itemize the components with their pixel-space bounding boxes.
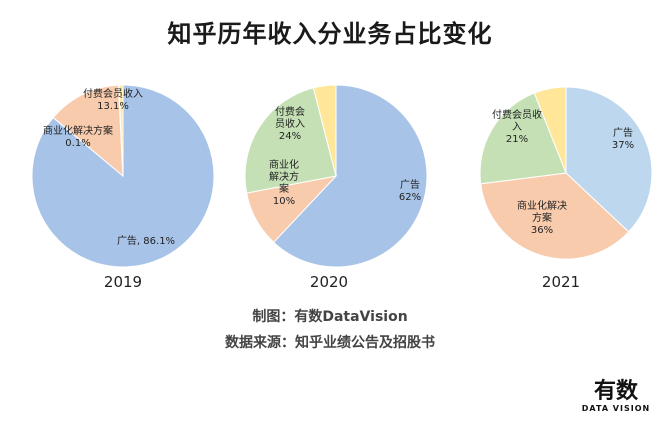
slice-label-2020-1: 商业化解决方案 10%	[269, 158, 299, 207]
slice-label-2019-0: 广告, 86.1%	[117, 234, 175, 247]
credit-text: 制图：有数DataVision	[252, 309, 408, 325]
year-label-2019: 2019	[103, 273, 143, 291]
pie-slice-2021-2	[479, 92, 567, 185]
slice-label-2021-2: 付费会员收入 21%	[492, 108, 542, 145]
slice-label-2019-1: 付费会员收入 13.1%	[83, 87, 143, 112]
year-label-2021: 2021	[541, 273, 581, 291]
slice-label-2020-0: 广告 62%	[399, 178, 421, 203]
brand-logo: 有数 DATA VISION	[580, 379, 652, 414]
pie-slice-2020-3	[312, 84, 337, 177]
pie-2020: 广告 62% 商业化解决方案 10% 付费会员收入 24%	[244, 84, 428, 268]
pie-slice-2021-0	[565, 86, 653, 233]
pie-2019: 广告, 86.1% 付费会员收入 13.1% 商业化解决方案 0.1%	[31, 84, 215, 268]
pie-slice-2019-3	[118, 84, 124, 177]
logo-en-text: DATA VISION	[581, 404, 651, 413]
pie-slice-2019-1	[52, 84, 124, 178]
logo-cn-text: 有数	[593, 379, 638, 404]
slice-label-2021-0: 广告 37%	[612, 126, 634, 151]
pie-slice-2021-1	[480, 172, 630, 260]
pie-slice-2020-0	[272, 84, 428, 268]
chart-title: 知乎历年收入分业务占比变化	[167, 20, 493, 48]
slice-label-2019-2: 商业化解决方案 0.1%	[43, 124, 113, 149]
pie-slice-2020-2	[244, 87, 337, 194]
pie-slice-2021-3	[533, 86, 567, 174]
year-label-2020: 2020	[309, 273, 349, 291]
source-text: 数据来源：知乎业绩公告及招股书	[225, 335, 435, 351]
slice-label-2020-2: 付费会员收入 24%	[275, 105, 305, 142]
pie-2021: 广告 37% 商业化解决方案 36% 付费会员收入 21%	[479, 86, 653, 260]
slice-label-2021-1: 商业化解决方案 36%	[517, 199, 567, 236]
